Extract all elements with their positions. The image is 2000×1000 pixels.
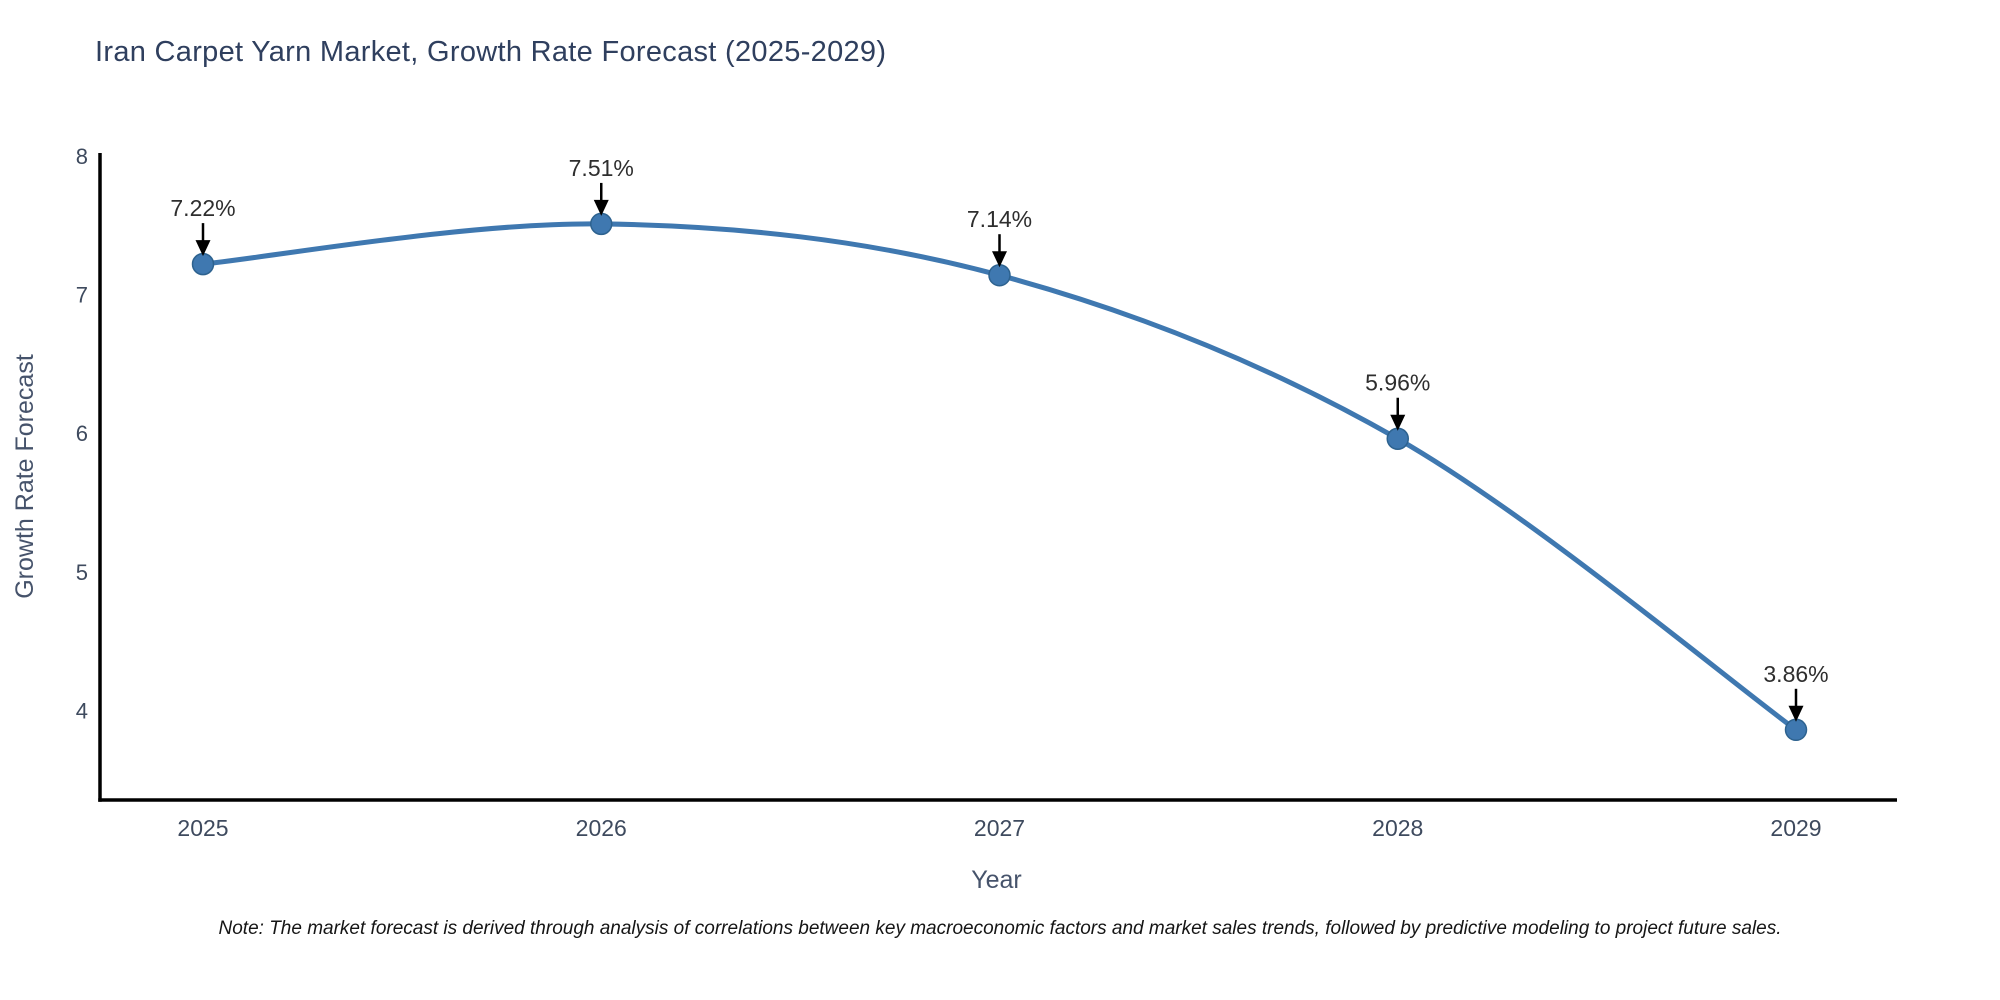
annotation-arrowhead-icon <box>195 240 211 257</box>
x-axis-title: Year <box>971 866 1022 894</box>
annotation-arrowhead-icon <box>593 199 609 216</box>
y-tick-label: 5 <box>76 560 88 585</box>
annotation-arrowhead-icon <box>992 251 1007 268</box>
annotation-label: 7.14% <box>967 206 1032 232</box>
x-tick-label: 2028 <box>1372 815 1423 841</box>
data-point-marker <box>191 252 215 276</box>
data-point-marker <box>988 263 1011 287</box>
footnote: Note: The market forecast is derived thr… <box>218 918 1782 939</box>
data-point-marker <box>1386 427 1409 450</box>
annotation-label: 7.51% <box>569 155 634 181</box>
x-tick-label: 2025 <box>177 815 228 841</box>
series-line <box>200 221 1799 733</box>
x-tick-label: 2026 <box>576 815 627 841</box>
annotation-label: 3.86% <box>1763 661 1828 687</box>
data-point-marker <box>1784 718 1808 742</box>
y-axis-title: Growth Rate Forecast <box>11 354 39 599</box>
data-point-marker <box>590 212 613 236</box>
chart-title: Iran Carpet Yarn Market, Growth Rate For… <box>95 36 887 68</box>
y-tick-label: 4 <box>76 698 88 723</box>
x-tick-label: 2027 <box>974 815 1025 841</box>
y-tick-label: 6 <box>76 421 88 446</box>
y-tick-label: 8 <box>76 144 88 169</box>
annotation-label: 7.22% <box>170 195 235 221</box>
y-tick-label: 7 <box>76 283 88 308</box>
annotation-label: 5.96% <box>1365 370 1430 396</box>
annotation-arrowhead-icon <box>1390 414 1406 431</box>
x-tick-label: 2029 <box>1770 815 1821 841</box>
annotation-arrowhead-icon <box>1788 705 1804 722</box>
